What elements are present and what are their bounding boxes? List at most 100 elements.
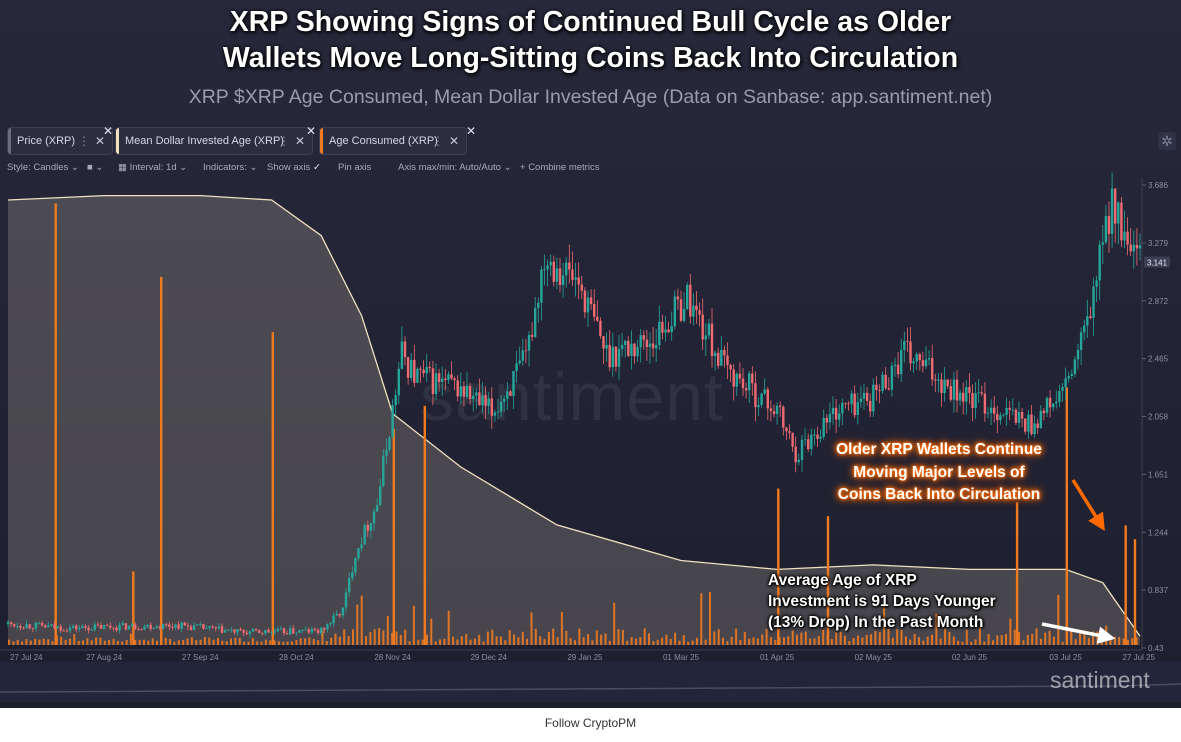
candle-body: [158, 626, 162, 629]
candle-body: [223, 630, 227, 633]
candle-body: [1048, 397, 1052, 408]
candle-body: [1073, 359, 1077, 374]
candle-body: [766, 389, 769, 409]
candle-body: [1027, 414, 1030, 432]
indicators-select[interactable]: Indicators: ⌄: [203, 162, 258, 173]
candle-body: [130, 624, 134, 627]
candle-body: [366, 524, 369, 531]
age-bar: [225, 641, 228, 645]
tab-mdia[interactable]: Mean Dollar Invested Age (XRP) ⋮ ✕: [115, 127, 313, 155]
age-bar: [713, 631, 716, 645]
age-bar: [604, 633, 607, 645]
candle-body: [282, 628, 286, 634]
candle-body: [239, 629, 242, 631]
candle-body: [779, 405, 782, 407]
age-bar: [695, 637, 698, 645]
mdia-area: [8, 195, 1140, 645]
x-tick-label: 29 Dec 24: [470, 653, 507, 662]
age-bar: [1118, 637, 1121, 645]
age-bar: [286, 641, 289, 645]
combine-metrics-button[interactable]: + Combine metrics: [520, 162, 600, 173]
candle-body: [1014, 409, 1018, 423]
age-bar: [304, 638, 307, 645]
age-spike: [1133, 539, 1137, 645]
candle-body: [298, 630, 301, 633]
close-icon[interactable]: ✕: [448, 134, 459, 148]
candle-body: [965, 387, 968, 402]
candle-body: [127, 626, 131, 630]
candle-body: [329, 623, 332, 625]
candle-body: [726, 355, 729, 365]
age-bar: [613, 602, 616, 645]
age-bar: [134, 639, 137, 645]
interval-select[interactable]: ▦ Interval: 1d ⌄: [118, 162, 188, 173]
remove-price-icon[interactable]: ✕: [103, 124, 114, 138]
age-swatch: [320, 128, 323, 154]
age-bar: [430, 618, 433, 645]
candle-body: [292, 628, 295, 634]
age-bar: [521, 631, 524, 645]
style-select[interactable]: Style: Candles ⌄: [7, 162, 79, 173]
candle-body: [1039, 410, 1042, 428]
tab-price[interactable]: Price (XRP) ⋮ ✕: [7, 127, 113, 155]
age-bar: [447, 610, 450, 645]
age-bar: [495, 636, 498, 645]
candle-body: [831, 407, 835, 415]
candle-body: [248, 631, 252, 635]
color-select[interactable]: ■ ⌄: [87, 162, 104, 173]
x-tick-label: 27 Jul 24: [10, 653, 43, 662]
candle-body: [909, 341, 912, 364]
age-bar: [1000, 635, 1003, 645]
age-bar: [112, 638, 115, 645]
more-icon[interactable]: ⋮: [432, 134, 444, 148]
chart-subtitle: XRP $XRP Age Consumed, Mean Dollar Inves…: [188, 86, 993, 108]
close-icon[interactable]: ✕: [294, 134, 305, 148]
candle-body: [692, 305, 695, 317]
candle-body: [106, 625, 109, 626]
close-icon[interactable]: ✕: [94, 134, 105, 148]
candle-body: [1086, 316, 1089, 326]
pin-axis-toggle[interactable]: Pin axis: [338, 162, 371, 173]
candle-body: [59, 626, 62, 631]
candle-body: [636, 347, 639, 357]
candle-body: [537, 302, 540, 308]
age-bar: [591, 640, 594, 645]
candle-body: [605, 344, 608, 349]
candle-body: [37, 622, 41, 624]
age-bar: [156, 640, 158, 645]
candle-body: [397, 368, 400, 396]
remove-mdia-icon[interactable]: ✕: [306, 124, 317, 138]
remove-age-icon[interactable]: ✕: [466, 124, 477, 138]
candle-body: [958, 392, 962, 401]
candle-body: [822, 417, 825, 437]
age-bar: [465, 634, 468, 645]
age-bar: [517, 637, 520, 645]
candle-body: [648, 343, 652, 347]
candle-body: [580, 284, 583, 291]
show-axis-toggle[interactable]: Show axis ✓: [267, 162, 321, 173]
age-bar: [648, 633, 650, 645]
more-icon[interactable]: ⋮: [78, 134, 90, 148]
settings-icon[interactable]: ✲: [1158, 132, 1176, 150]
candle-body: [1058, 391, 1061, 402]
age-bar: [391, 632, 394, 645]
age-bar: [861, 637, 864, 645]
navigator-bar[interactable]: [0, 662, 1181, 702]
candle-body: [22, 627, 25, 629]
age-bar: [643, 628, 646, 645]
candle-body: [887, 388, 890, 390]
candle-body: [323, 627, 326, 630]
candle-body: [481, 395, 484, 406]
axis-minmax-select[interactable]: Axis max/min: Auto/Auto ⌄: [398, 162, 512, 173]
age-bar: [508, 630, 511, 645]
candle-body: [884, 374, 887, 389]
tab-age-consumed[interactable]: Age Consumed (XRP) ⋮ ✕: [319, 127, 467, 155]
candle-body: [633, 343, 636, 357]
candle-body: [534, 307, 537, 337]
candle-body: [506, 391, 509, 399]
candle-body: [608, 344, 611, 368]
candle-body: [701, 314, 704, 340]
candle-body: [983, 393, 987, 414]
candle-body: [360, 544, 363, 549]
more-icon[interactable]: ⋮: [278, 134, 290, 148]
